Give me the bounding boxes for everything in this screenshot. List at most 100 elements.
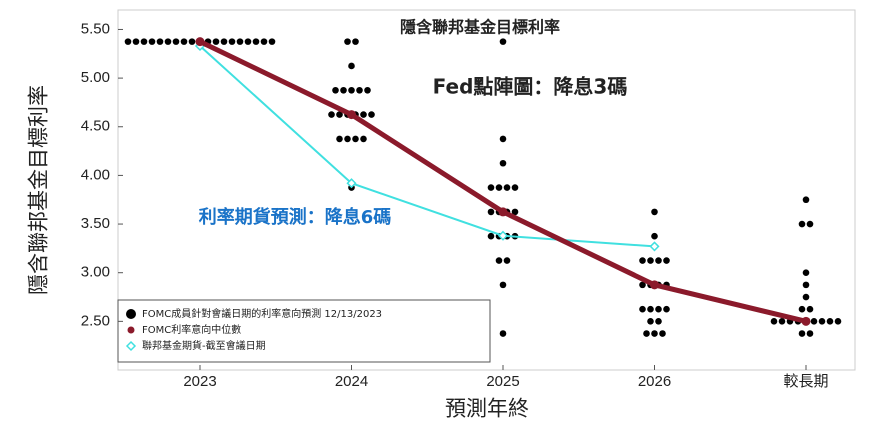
dot [651, 232, 658, 240]
dot [252, 38, 260, 45]
x-tick-label: 2025 [486, 373, 519, 390]
dot [148, 38, 156, 45]
dot [639, 257, 646, 264]
dot [639, 305, 646, 313]
x-tick-label: 2026 [638, 373, 671, 390]
dot [511, 208, 519, 216]
x-tick-label: 2024 [335, 373, 368, 390]
dot [164, 38, 172, 45]
chart-title: 隱含聯邦基金目標利率 [400, 18, 560, 37]
dot [639, 281, 646, 289]
dot [352, 135, 359, 143]
dot [188, 38, 196, 45]
dot [770, 318, 778, 325]
dot [511, 184, 519, 191]
dot [495, 184, 503, 191]
dot [360, 135, 367, 143]
dot [663, 305, 670, 313]
legend-swatch [127, 326, 135, 334]
y-tick-label: 2.50 [81, 312, 110, 329]
futures-marker [649, 241, 660, 252]
dot [124, 38, 132, 45]
x-tick-label: 較長期 [783, 372, 828, 390]
dot [802, 196, 810, 204]
dot [360, 111, 367, 118]
dot [336, 135, 343, 143]
dot [663, 257, 670, 264]
dot [368, 111, 375, 118]
dot [499, 159, 507, 167]
dot [132, 38, 140, 45]
dot [806, 330, 814, 337]
dot [806, 305, 814, 313]
dot [356, 86, 363, 94]
dot [180, 38, 188, 45]
median-marker [498, 207, 508, 217]
y-tick-label: 3.00 [81, 264, 110, 281]
dot [228, 38, 236, 45]
dot [260, 38, 268, 45]
dot [220, 38, 228, 45]
legend-box [117, 299, 491, 363]
dot [647, 257, 654, 264]
dot [651, 208, 658, 216]
median-marker [195, 37, 205, 47]
dot [236, 38, 244, 45]
dot [798, 305, 806, 313]
dot [655, 318, 662, 325]
dot [348, 86, 355, 94]
dot [798, 220, 806, 228]
dot [328, 111, 335, 118]
dot [806, 220, 814, 228]
dot [655, 257, 662, 264]
y-tick-label: 5.00 [81, 69, 110, 86]
median-marker [347, 110, 356, 120]
median-marker [650, 280, 659, 290]
legend-label: FOMC成員針對會議日期的利率意向預測 12/13/2023 [142, 307, 382, 320]
dot [352, 38, 359, 45]
x-tick-label: 2023 [183, 373, 216, 390]
dot [818, 318, 826, 325]
dot [487, 184, 495, 191]
legend-swatch [125, 340, 137, 352]
series-line [199, 45, 655, 248]
dot [487, 208, 495, 216]
y-axis-label: 隱含聯邦基金目標利率 [27, 85, 51, 295]
dot [364, 86, 371, 94]
y-tick-label: 3.50 [81, 215, 110, 232]
dot [340, 86, 347, 94]
dot [802, 293, 810, 301]
dot [336, 111, 343, 118]
median-marker [801, 316, 811, 326]
annotation: 利率期貨預測：降息6碼 [199, 206, 392, 228]
legend-label: FOMC利率意向中位數 [142, 323, 241, 336]
dot [344, 135, 351, 143]
plot-frame [117, 9, 856, 371]
dot [487, 232, 495, 240]
dot [172, 38, 180, 45]
dot [643, 330, 650, 337]
dot [655, 305, 662, 313]
dot [499, 135, 507, 143]
dot [651, 330, 658, 337]
legend-label: 聯邦基金期貨-截至會議日期 [142, 339, 266, 352]
x-axis-label: 預測年終 [445, 397, 529, 421]
dot [344, 38, 351, 45]
dot [810, 318, 818, 325]
dot [802, 281, 810, 289]
dot [499, 330, 507, 337]
dot [495, 257, 503, 264]
dot [802, 269, 810, 277]
futures-marker [346, 178, 357, 189]
futures-marker [497, 230, 509, 241]
dot [778, 318, 786, 325]
dot [499, 281, 507, 289]
dot [503, 184, 511, 191]
dot [647, 318, 654, 325]
dot [212, 38, 220, 45]
dot [348, 62, 355, 70]
dot [503, 257, 511, 264]
dot [268, 38, 276, 45]
dot [332, 86, 339, 94]
